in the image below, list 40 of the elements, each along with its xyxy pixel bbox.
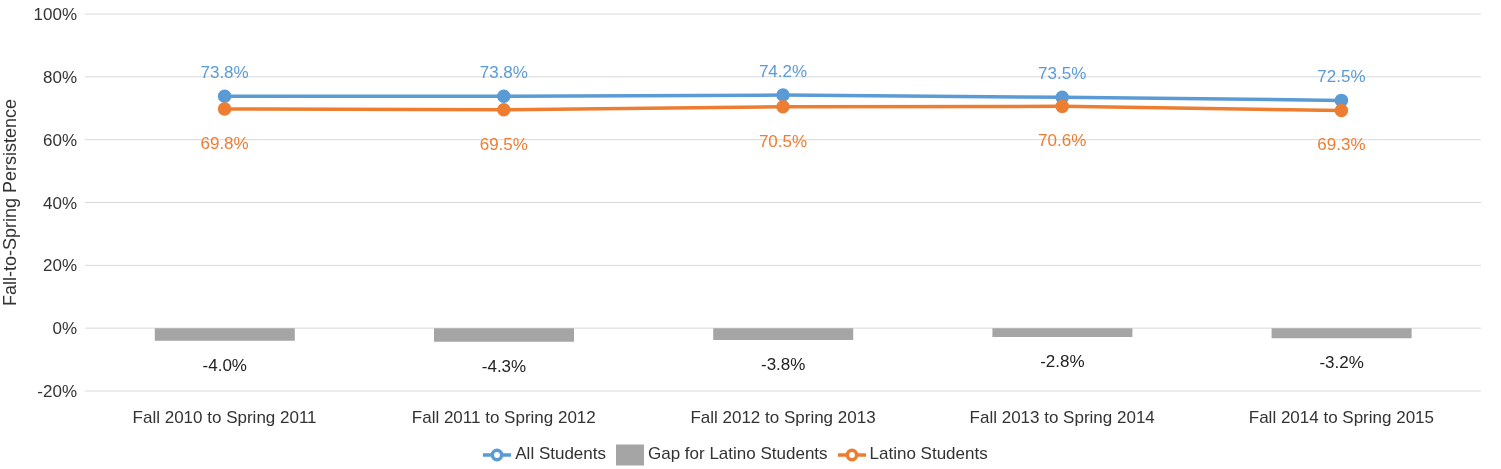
- point: [776, 99, 790, 114]
- data-label: 73.8%: [200, 63, 249, 83]
- data-label: 72.5%: [1317, 67, 1366, 87]
- point: [1334, 93, 1349, 108]
- data-label: -4.3%: [481, 356, 527, 376]
- point: [217, 89, 232, 104]
- data-label: 69.3%: [1317, 135, 1366, 155]
- data-label: -3.8%: [760, 355, 806, 375]
- data-label: 70.6%: [1038, 131, 1087, 151]
- data-label: 74.2%: [758, 62, 808, 82]
- y-tick-label: -20%: [37, 382, 77, 402]
- x-tick-label: Fall 2011 to Spring 2012: [411, 408, 596, 428]
- legend-label: All Students: [515, 444, 606, 464]
- point: [1334, 103, 1349, 118]
- data-label: 70.5%: [758, 131, 808, 151]
- y-axis-title: Fall-to-Spring Persistence: [0, 98, 21, 307]
- point: [1055, 99, 1069, 114]
- x-tick-label: Fall 2014 to Spring 2015: [1248, 408, 1435, 428]
- x-tick-label: Fall 2010 to Spring 2011: [132, 408, 317, 428]
- point: [497, 89, 511, 104]
- y-tick-label: 100%: [33, 5, 77, 25]
- y-tick-label: 40%: [42, 193, 77, 213]
- point: [497, 103, 511, 117]
- x-tick-label: Fall 2013 to Spring 2014: [969, 408, 1155, 428]
- data-label: 73.5%: [1038, 64, 1087, 84]
- data-label: -2.8%: [1040, 351, 1085, 371]
- data-label: 69.8%: [200, 133, 249, 153]
- data-label: 73.8%: [479, 63, 528, 83]
- point: [217, 102, 232, 116]
- data-label: 69.5%: [479, 134, 528, 154]
- y-tick-label: 20%: [42, 256, 77, 276]
- data-label: -4.0%: [202, 355, 248, 375]
- point: [776, 88, 790, 102]
- y-tick-label: 60%: [42, 130, 77, 150]
- y-tick-label: 0%: [52, 319, 77, 339]
- legend-label: Gap for Latino Students: [648, 444, 828, 464]
- x-tick-label: Fall 2012 to Spring 2013: [690, 408, 876, 428]
- data-label: -3.2%: [1319, 353, 1364, 373]
- legend-label: Latino Students: [869, 444, 988, 464]
- y-tick-label: 80%: [42, 67, 77, 87]
